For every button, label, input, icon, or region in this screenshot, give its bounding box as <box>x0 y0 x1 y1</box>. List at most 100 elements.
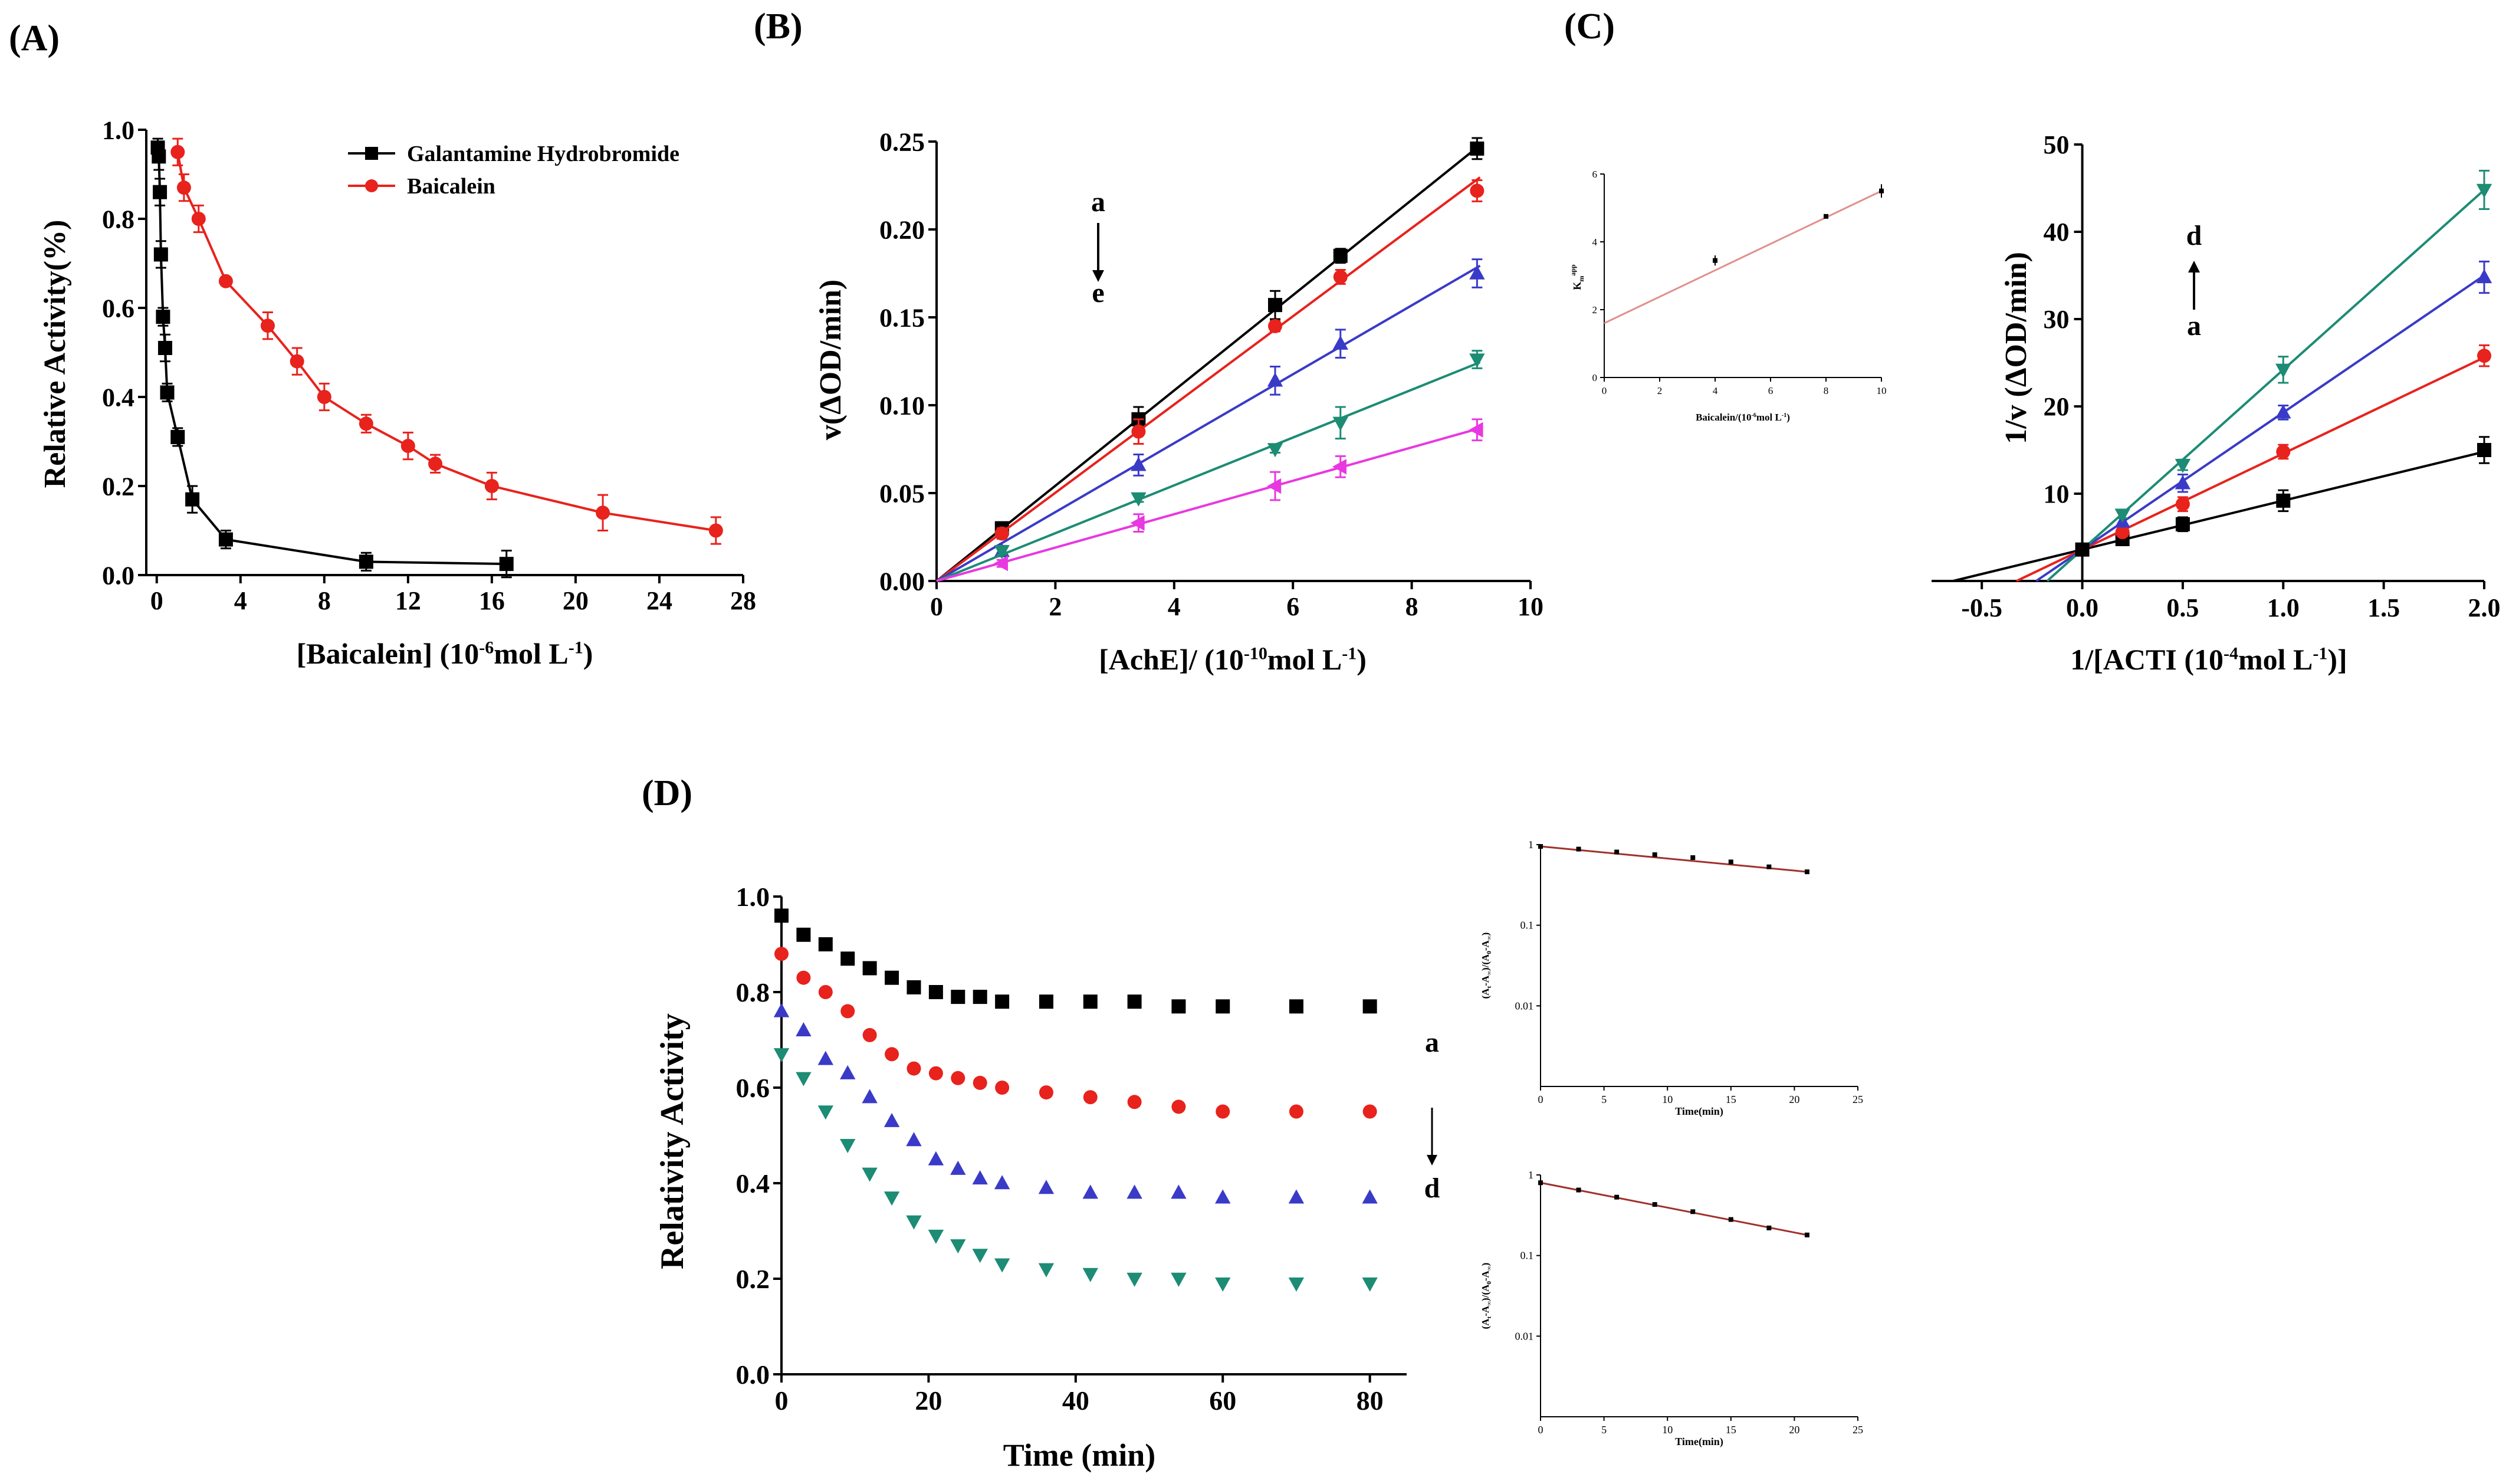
chart-d-inset-1-xtick-label-5: 25 <box>1853 1424 1863 1436</box>
chart-c-inset-xtick-label-3: 6 <box>1768 385 1774 396</box>
chart-b-point-1-4 <box>1470 183 1485 198</box>
chart-b-ytick-label-4: 0.20 <box>879 215 925 244</box>
chart-c-inset-xtick-label-4: 8 <box>1824 385 1829 396</box>
chart-a-point-0-2 <box>153 185 168 199</box>
chart-c-arrow-top-label: d <box>2186 220 2202 251</box>
chart-b-point-2-3 <box>1332 335 1348 350</box>
chart-c-inset-point-2 <box>1879 188 1884 193</box>
chart-c-fit-line-3 <box>2046 189 2485 582</box>
chart-c-intercept-point <box>2075 542 2090 557</box>
chart-d-xtick-label-1: 20 <box>915 1385 942 1416</box>
chart-c-xlabel-sup: -4 <box>2224 644 2238 664</box>
chart-d-point-2-11 <box>1038 1180 1055 1194</box>
chart-c-ytick-label-2: 20 <box>2044 392 2070 421</box>
chart-c-xtick-label-0: -0.5 <box>1961 593 2002 622</box>
chart-d-inset-0-ylabel-sub4: ∞ <box>1486 935 1493 940</box>
chart-c-fit-line-2 <box>2035 274 2485 582</box>
chart-a-ylabel: Relative Activity(%) <box>38 220 72 488</box>
chart-d-point-3-10 <box>994 1258 1010 1273</box>
chart-d-inset-0-point-5 <box>1728 859 1733 865</box>
chart-d-inset-0-ylabel-end: ) <box>1480 933 1491 936</box>
chart-b-point-3-4 <box>1469 353 1485 368</box>
chart-b-xlabel-unit: mol L <box>1267 643 1342 676</box>
chart-c-inset-xlabel-end: ) <box>1786 412 1790 423</box>
chart-d-point-1-12 <box>1083 1090 1098 1105</box>
chart-d-point-1-10 <box>995 1081 1010 1095</box>
chart-a-xlabel-unit: mol L <box>494 637 568 670</box>
chart-b-point-3-3 <box>1332 416 1348 431</box>
chart-c-point-3-0 <box>2114 508 2130 523</box>
chart-d-point-3-7 <box>928 1229 944 1244</box>
chart-d-point-3-8 <box>950 1239 966 1254</box>
chart-d-point-1-9 <box>973 1075 987 1090</box>
chart-d-inset-0-ylabel-sub1: t <box>1486 986 1493 988</box>
chart-c-point-3-3 <box>2476 183 2492 198</box>
chart-d-point-0-14 <box>1171 999 1186 1014</box>
chart-b-point-0-2 <box>1267 298 1282 313</box>
chart-d-ytick-label-0: 0.0 <box>736 1360 770 1390</box>
chart-c-xlabel-unit: mol L <box>2238 643 2313 676</box>
chart-c-ytick-label-3: 30 <box>2044 305 2070 334</box>
chart-d-point-2-7 <box>928 1151 944 1165</box>
chart-d-point-3-17 <box>1362 1277 1378 1292</box>
panel-label-b: (B) <box>754 6 803 47</box>
chart-d-point-1-8 <box>951 1071 965 1085</box>
chart-a-xtick-label-7: 28 <box>730 586 756 615</box>
chart-d-point-2-5 <box>884 1112 900 1127</box>
chart-c-inset-point-0 <box>1713 258 1717 263</box>
chart-b-fit-line-4 <box>936 427 1480 582</box>
chart-a-ytick-label-4: 0.8 <box>102 205 134 234</box>
chart-b-point-1-1 <box>1131 424 1146 439</box>
chart-d-point-1-1 <box>796 970 811 985</box>
chart-d-arrow-top-label: a <box>1425 1027 1439 1058</box>
chart-d-point-2-10 <box>994 1175 1010 1190</box>
chart-b-xtick-label-0: 0 <box>930 592 943 621</box>
chart-a-xtick-label-3: 12 <box>395 586 421 615</box>
chart-d-point-1-17 <box>1362 1104 1377 1119</box>
chart-d-point-0-12 <box>1083 994 1098 1009</box>
chart-d-inset-1-xtick-label-3: 15 <box>1726 1424 1736 1436</box>
chart-a-point-0-11 <box>499 557 514 572</box>
chart-d-point-1-7 <box>928 1066 943 1081</box>
chart-d-ylabel: Relativity Activity <box>654 1013 691 1269</box>
chart-d-point-0-6 <box>907 980 921 994</box>
chart-d-inset-1-ytick-label-1: 0.1 <box>1520 1250 1534 1262</box>
chart-d-point-3-1 <box>796 1072 812 1086</box>
chart-b-point-3-0 <box>994 545 1010 560</box>
chart-d-inset-1-ylabel-a3: )/(A <box>1480 1284 1491 1301</box>
chart-b-ytick-label-2: 0.10 <box>879 391 925 420</box>
chart-d-point-0-9 <box>973 990 987 1004</box>
chart-b-xlabel-sup2: -1 <box>1342 644 1357 664</box>
chart-d-inset-0-point-0 <box>1538 844 1543 849</box>
chart-d-point-1-14 <box>1171 1099 1186 1114</box>
chart-d-inset-1-ytick-label-2: 0.01 <box>1515 1330 1534 1342</box>
chart-b-xlabel-end: ) <box>1357 643 1367 676</box>
chart-c-inset-ylabel-sub: m <box>1577 276 1585 282</box>
chart-d-inset-1-point-4 <box>1690 1209 1696 1214</box>
chart-a-ytick-label-5: 1.0 <box>102 116 134 145</box>
chart-d-inset-0-ylabel-sub2: ∞ <box>1486 971 1493 976</box>
chart-d-point-0-0 <box>774 908 789 923</box>
chart-d-point-1-5 <box>885 1047 899 1062</box>
panel-label-d: (D) <box>642 773 692 813</box>
chart-d-point-2-16 <box>1288 1189 1305 1204</box>
chart-c-inset-point-1 <box>1824 214 1828 219</box>
chart-d-inset-0-ylabel-a2: -A <box>1480 975 1491 986</box>
chart-d-inset-0-xtick-label-0: 0 <box>1538 1094 1543 1105</box>
chart-c-xlabel-main: 1/[ACTI (10 <box>2070 643 2224 676</box>
chart-d-point-1-15 <box>1216 1104 1230 1119</box>
chart-d-inset-1-point-5 <box>1728 1217 1733 1222</box>
chart-c-xtick-label-1: 0.0 <box>2066 593 2098 622</box>
chart-a-legend-label-0: Galantamine Hydrobromide <box>407 142 679 166</box>
chart-d-point-2-9 <box>972 1170 988 1185</box>
chart-c-point-2-2 <box>2275 404 2291 419</box>
chart-d-point-2-15 <box>1215 1189 1231 1204</box>
chart-d-point-3-12 <box>1082 1268 1098 1282</box>
chart-c-ytick-label-4: 40 <box>2044 218 2070 247</box>
chart-b-arrow-head <box>1092 270 1104 282</box>
chart-c-xlabel: 1/[ACTI (10-4mol L-1)] <box>2070 643 2347 676</box>
chart-c-arrow-head <box>2188 261 2200 272</box>
chart-a-xtick-label-5: 20 <box>563 586 589 615</box>
chart-b-fit-line-0 <box>935 144 1481 582</box>
chart-a-point-1-5 <box>290 354 304 369</box>
